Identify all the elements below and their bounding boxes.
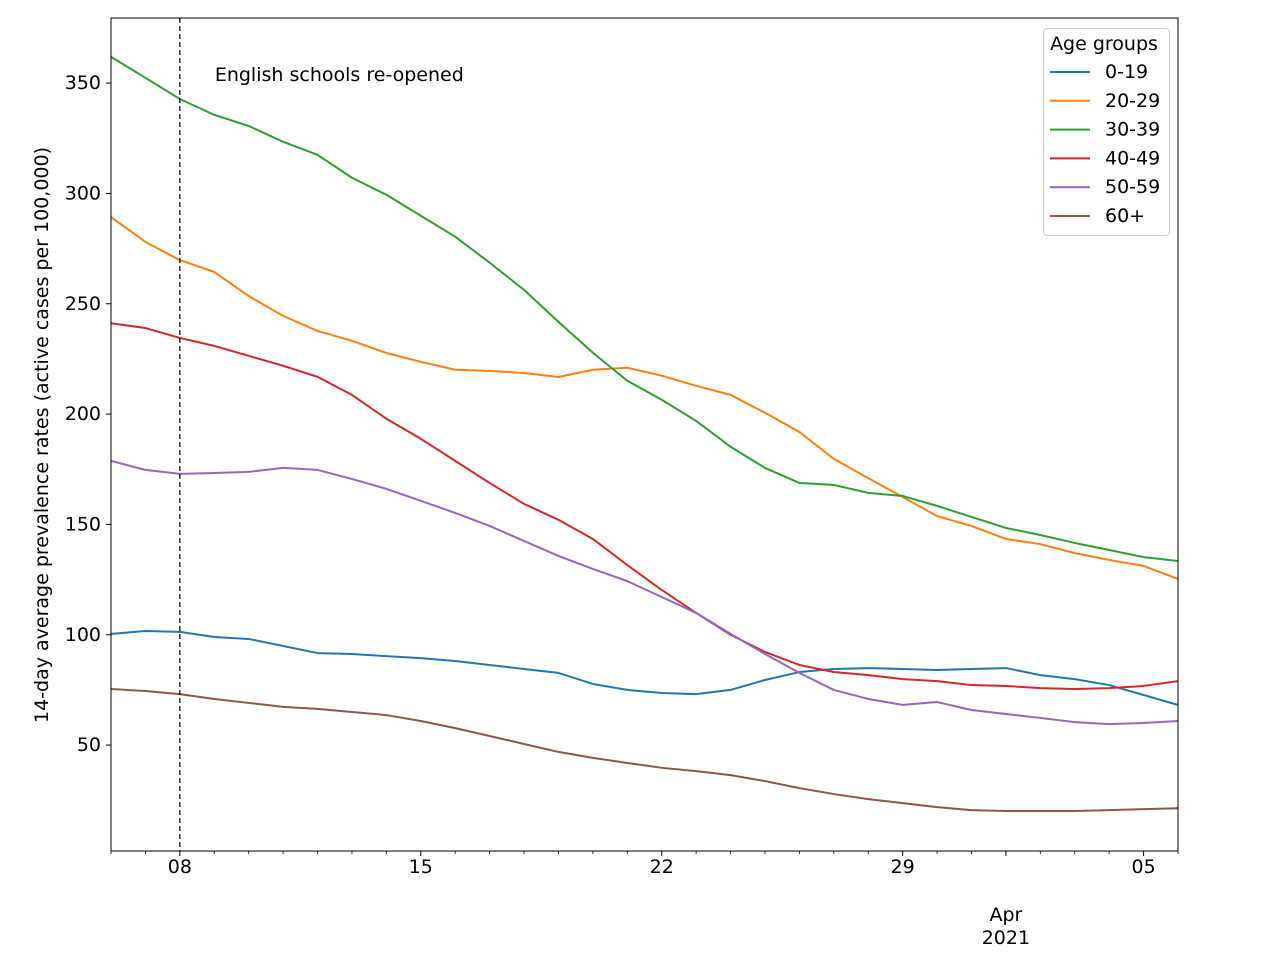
legend-entries: 0-19 20-29 30-39 40-49 50-59 60+ [1050,61,1160,227]
x-tick-label: 08 [168,856,192,878]
legend-entry-20-29: 20-29 [1050,90,1160,112]
y-tick-label: 100 [65,624,101,646]
legend-label: 60+ [1105,205,1145,227]
series-layer [111,55,1178,813]
x-tick-label: 05 [1131,856,1155,878]
annotation-text: English schools re-opened [215,64,464,86]
y-tick-label: 300 [65,182,101,204]
legend-label: 0-19 [1105,61,1148,83]
legend-entry-30-39: 30-39 [1050,119,1160,141]
legend-entry-0-19: 0-19 [1050,61,1148,83]
legend-box [1043,28,1170,236]
y-tick-label: 250 [65,293,101,315]
series-line-60-plus [111,688,1178,813]
x-tick-label: 15 [409,856,433,878]
axes-frame [110,17,1179,852]
x-tick-label: 22 [650,856,674,878]
y-tick-label: 50 [77,734,101,756]
x-year-label: 2021 [982,927,1030,949]
legend-entry-60-plus: 60+ [1050,205,1145,227]
y-axis: 50 100 150 200 250 300 350 [65,72,111,756]
y-tick-label: 350 [65,72,101,94]
legend: Age groups 0-19 20-29 30-39 40-49 50-59 60+ [1043,28,1170,236]
x-tick-label: 29 [891,856,915,878]
x-month-label: Apr [989,904,1022,926]
series-line-20-29 [111,215,1178,580]
legend-label: 50-59 [1105,176,1160,198]
y-tick-label: 150 [65,513,101,535]
y-tick-label: 200 [65,403,101,425]
series-line-40-49 [111,322,1178,691]
plot-background [111,18,1178,851]
legend-label: 30-39 [1105,119,1160,141]
annotation-layer: English schools re-opened [179,18,464,851]
series-line-50-59 [111,459,1178,726]
series-line-30-39 [111,55,1178,563]
series-line-0-19 [111,630,1178,706]
y-axis-label: 14-day average prevalence rates (active … [31,147,53,723]
legend-entry-50-59: 50-59 [1050,176,1160,198]
legend-entry-40-49: 40-49 [1050,147,1160,169]
legend-label: 40-49 [1105,147,1160,169]
legend-title: Age groups [1050,33,1158,55]
legend-label: 20-29 [1105,90,1160,112]
